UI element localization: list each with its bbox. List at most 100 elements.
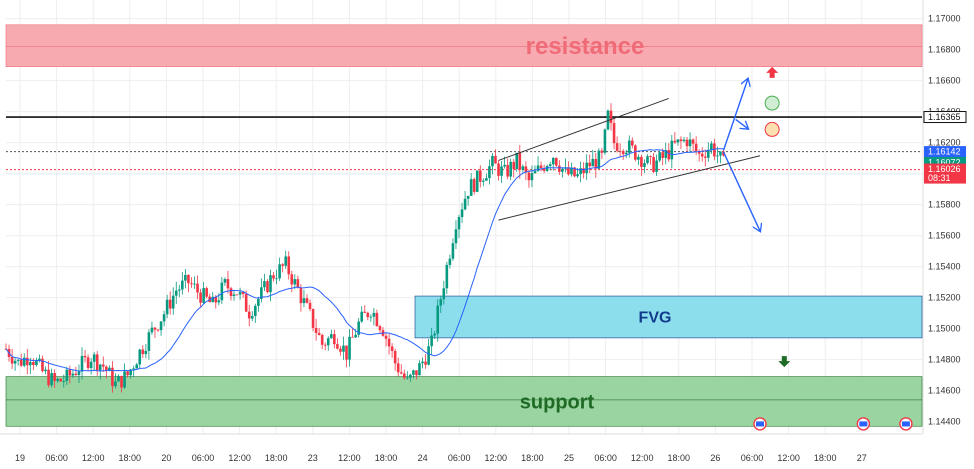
candle-body-202 (618, 150, 622, 152)
candle-body-217 (664, 150, 668, 158)
candle-body-98 (302, 298, 306, 304)
candle-body-20 (65, 369, 69, 381)
candle-body-59 (184, 274, 187, 281)
candle-body-96 (296, 279, 300, 288)
candle-body-105 (323, 344, 327, 346)
candle-body-84 (260, 287, 263, 299)
candle-body-215 (658, 152, 661, 161)
candle-body-32 (101, 364, 105, 367)
candle-body-35 (111, 367, 114, 387)
candle-body-168 (515, 152, 519, 169)
candle-body-197 (603, 129, 607, 153)
candle-body-151 (463, 198, 467, 210)
candle-body-10 (35, 360, 38, 365)
candle-body-65 (202, 288, 205, 303)
candle-body-208 (637, 156, 640, 160)
candle-body-71 (220, 282, 224, 301)
candle-body-83 (257, 298, 260, 306)
candle-body-38 (120, 375, 123, 388)
candle-body-25 (80, 355, 84, 372)
candle-body-48 (150, 327, 154, 333)
candle-body-87 (269, 275, 272, 293)
candle-body-119 (366, 312, 370, 318)
y-axis[interactable]: 1.170001.168001.166001.164001.162001.160… (922, 0, 961, 434)
candle-body-160 (491, 155, 494, 167)
candle-body-123 (378, 326, 382, 331)
price-tag-bg-2 (924, 156, 966, 168)
candle-body-143 (439, 299, 443, 306)
candle-body-113 (348, 336, 351, 360)
x-tick-label-11: 24 (418, 453, 428, 463)
candle-body-180 (551, 157, 555, 165)
candle-body-77 (238, 291, 242, 295)
candle-body-164 (503, 164, 506, 167)
candle-body-178 (545, 165, 549, 171)
candle-body-194 (594, 158, 598, 169)
channel-line-0 (498, 97, 669, 161)
candle-body-81 (250, 316, 254, 319)
candle-body-181 (554, 157, 558, 166)
candle-body-37 (117, 375, 120, 382)
candle-body-183 (561, 168, 564, 172)
x-tick-label-22: 18:00 (814, 453, 837, 463)
price-tag-bg-0 (923, 111, 967, 124)
markers (753, 66, 913, 431)
candle-body-155 (475, 170, 479, 192)
candle-body-169 (518, 152, 522, 170)
x-tick-label-5: 06:00 (192, 453, 215, 463)
candle-body-9 (32, 362, 35, 365)
candle-body-135 (415, 370, 418, 376)
candle-body-55 (171, 295, 175, 309)
candles (4, 103, 725, 393)
candle-body-85 (263, 281, 266, 288)
support-zone (5, 376, 923, 427)
x-tick-label-2: 12:00 (82, 453, 105, 463)
projection-arrow-1 (735, 118, 748, 128)
candle-body-166 (509, 161, 512, 177)
candle-body-185 (567, 167, 570, 175)
candle-body-82 (254, 305, 257, 317)
candle-body-92 (284, 256, 288, 266)
up-marker (766, 66, 779, 78)
candle-body-115 (354, 334, 357, 338)
candle-body-140 (430, 335, 433, 347)
x-tick-label-10: 18:00 (375, 453, 398, 463)
candle-body-86 (266, 281, 269, 293)
candle-body-189 (579, 168, 582, 175)
candle-body-114 (351, 336, 354, 338)
candle-body-100 (308, 302, 312, 309)
candle-body-30 (95, 354, 99, 371)
price-tag-sub-3: 08:31 (928, 173, 951, 183)
candle-body-95 (293, 279, 297, 285)
candle-body-97 (299, 287, 303, 304)
candle-body-4 (16, 359, 20, 361)
candle-body-28 (89, 361, 93, 369)
candle-body-60 (187, 274, 190, 284)
projection-arrows (722, 79, 761, 231)
candle-body-133 (409, 374, 412, 378)
candle-body-141 (433, 333, 436, 336)
candle-body-39 (123, 371, 126, 388)
x-tick-label-23: 27 (857, 453, 867, 463)
candle-body-90 (278, 264, 281, 279)
price-tag-0: 1.16365 (923, 111, 967, 124)
candle-body-58 (181, 280, 184, 290)
candle-body-137 (421, 361, 424, 364)
x-tick-label-4: 20 (161, 453, 171, 463)
candle-body-120 (369, 316, 373, 318)
candle-body-150 (460, 209, 464, 218)
x-tick-label-8: 23 (308, 453, 318, 463)
price-tag-bg-3 (924, 163, 966, 184)
candle-body-161 (494, 155, 497, 164)
x-tick-label-9: 12:00 (338, 453, 361, 463)
x-axis[interactable]: 19 06:00 12:00 18:00 20 06:00 12:00 18:00 23 12:0… (0, 433, 922, 463)
candle-body-159 (488, 166, 491, 179)
candle-body-231 (707, 149, 710, 158)
candle-body-138 (424, 361, 427, 365)
candle-body-94 (290, 274, 294, 285)
candle-body-210 (643, 163, 646, 167)
candle-body-190 (582, 168, 585, 174)
price-tag-label-2: 1.16072 (928, 157, 961, 167)
